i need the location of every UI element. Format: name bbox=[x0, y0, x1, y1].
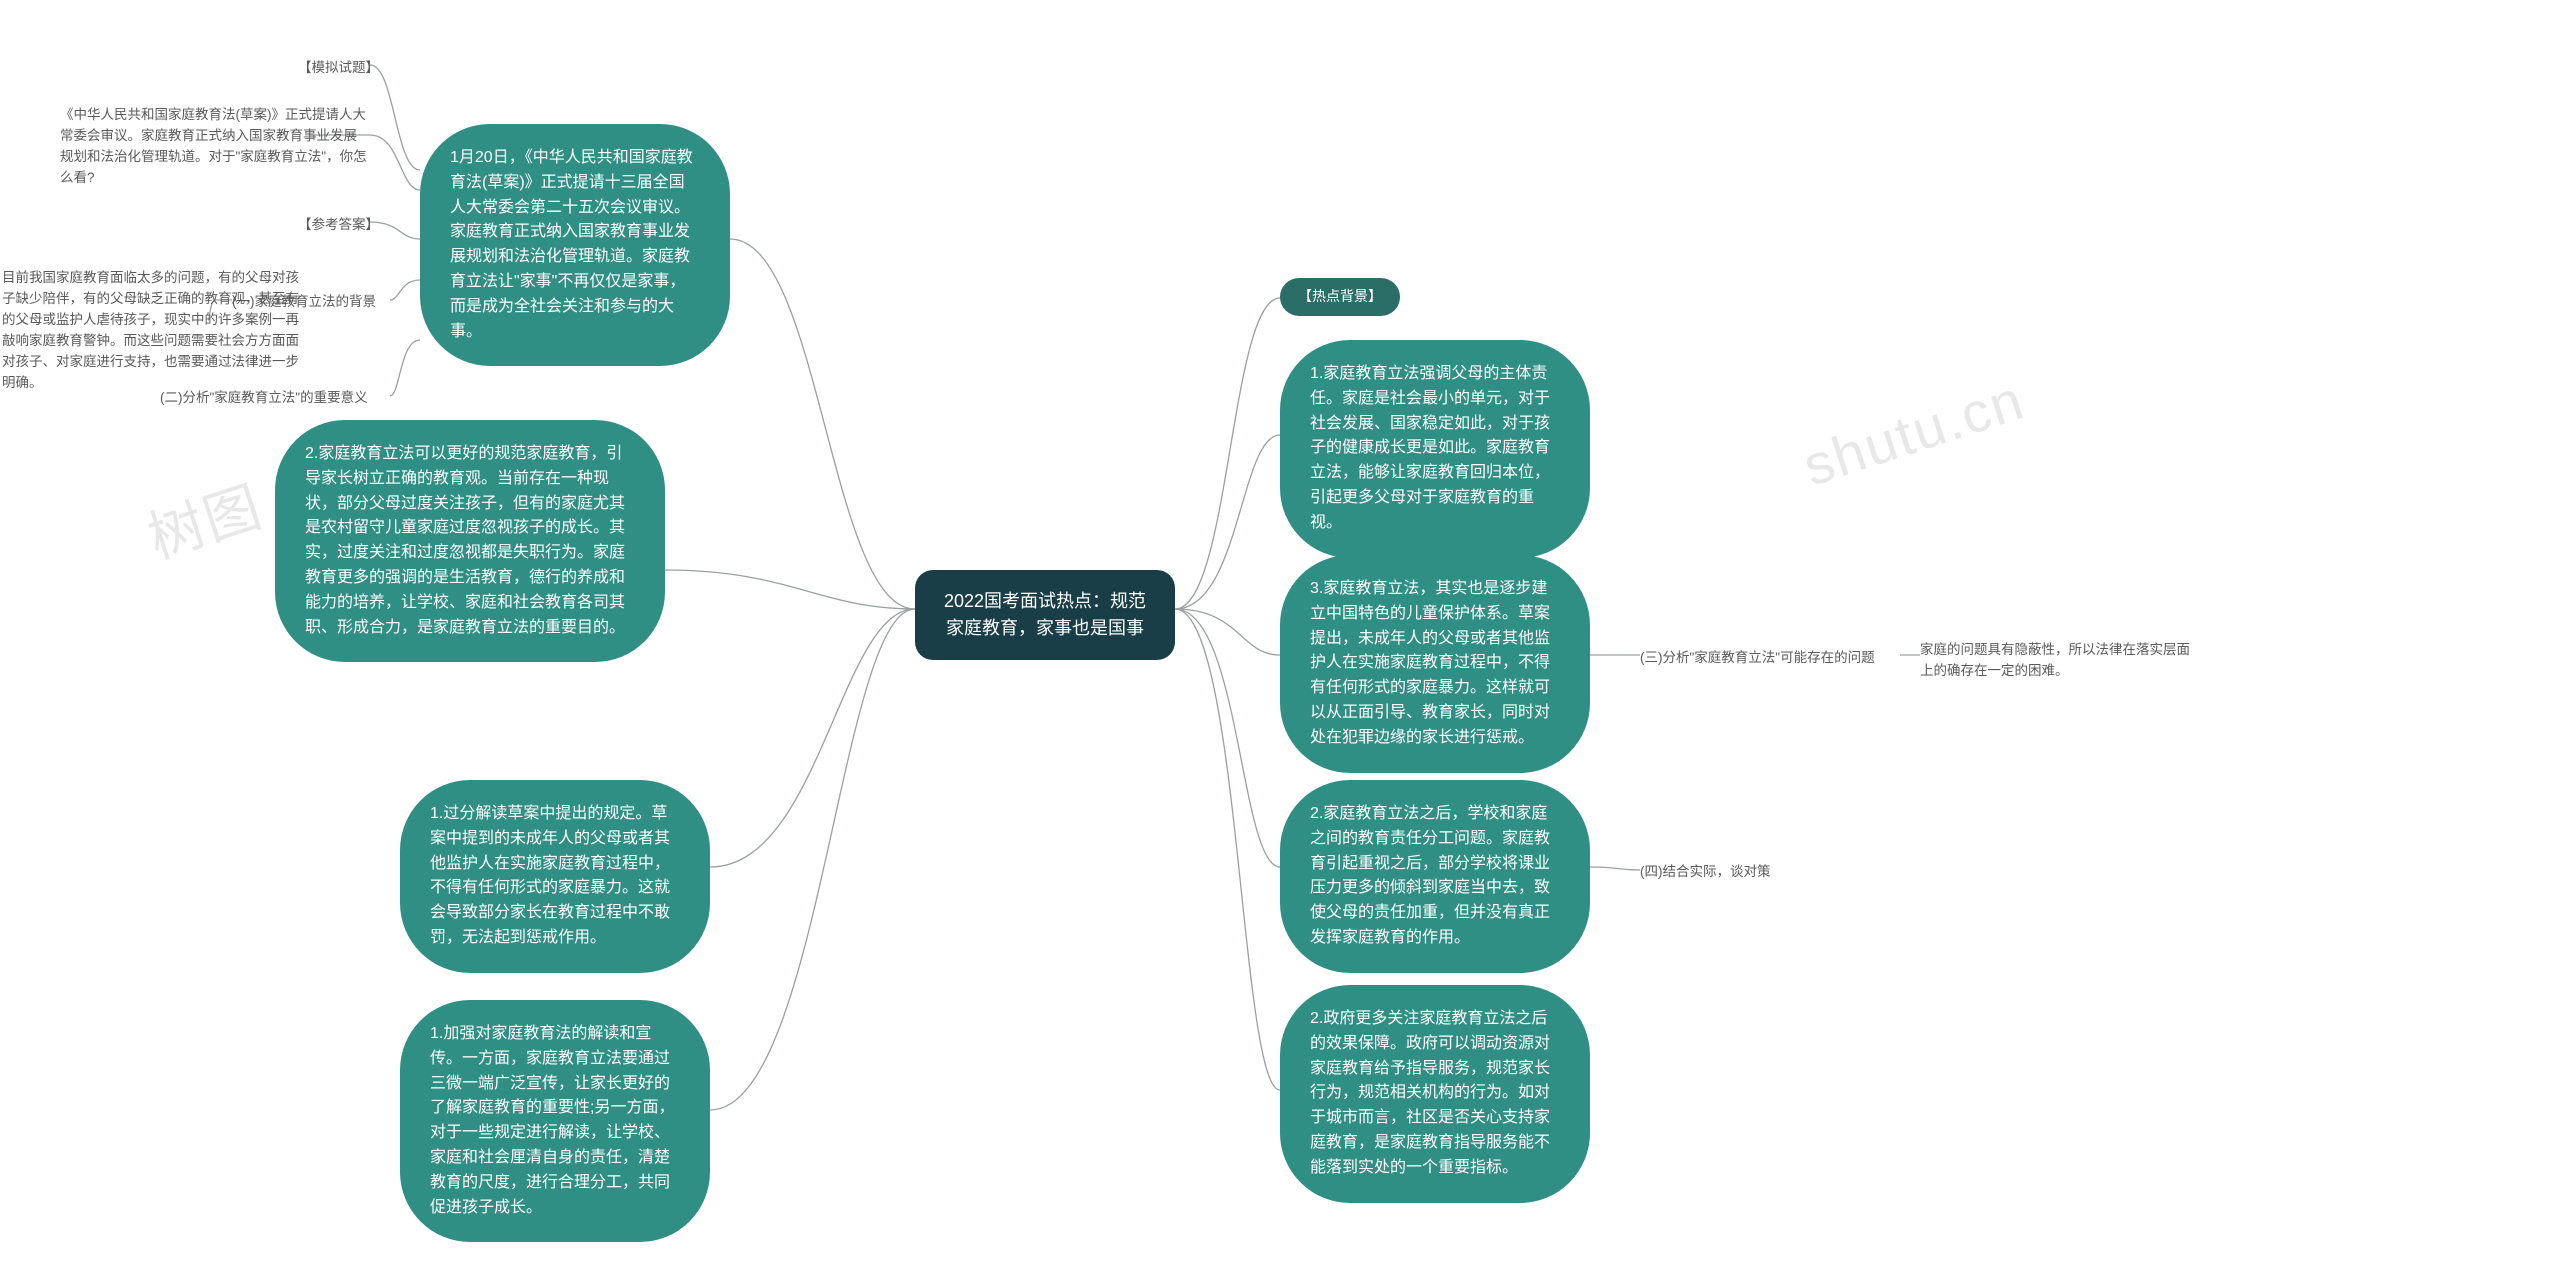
edge bbox=[370, 135, 420, 190]
edge bbox=[710, 609, 915, 1110]
edge bbox=[1590, 867, 1640, 870]
edge bbox=[1175, 435, 1280, 609]
right-node-4-text: 2.政府更多关注家庭教育立法之后的效果保障。政府可以调动资源对家庭教育给予指导服… bbox=[1310, 1007, 1560, 1181]
edge bbox=[710, 609, 915, 867]
rp1: (三)分析"家庭教育立法"可能存在的问题 bbox=[1640, 648, 1875, 669]
edge bbox=[665, 570, 915, 609]
edge bbox=[1175, 609, 1280, 867]
right-node-1-text: 1.家庭教育立法强调父母的主体责任。家庭是社会最小的单元，对于社会发展、国家稳定… bbox=[1310, 362, 1560, 536]
rp2: 家庭的问题具有隐蔽性，所以法律在落实层面上的确存在一定的困难。 bbox=[1920, 640, 2200, 682]
left-node-2-text: 2.家庭教育立法可以更好的规范家庭教育，引导家长树立正确的教育观。当前存在一种现… bbox=[305, 442, 635, 640]
right-node-3-text: 2.家庭教育立法之后，学校和家庭之间的教育责任分工问题。家庭教育引起重视之后，部… bbox=[1310, 802, 1560, 951]
right-node-4: 2.政府更多关注家庭教育立法之后的效果保障。政府可以调动资源对家庭教育给予指导服… bbox=[1280, 985, 1590, 1203]
lp2: 《中华人民共和国家庭教育法(草案)》正式提请人大常委会审议。家庭教育正式纳入国家… bbox=[60, 105, 370, 189]
lp3: 【参考答案】 bbox=[298, 215, 379, 236]
edge bbox=[370, 65, 420, 170]
edge bbox=[390, 280, 420, 300]
left-node-4: 1.加强对家庭教育法的解读和宣传。一方面，家庭教育立法要通过三微一端广泛宣传，让… bbox=[400, 1000, 710, 1242]
edge bbox=[390, 340, 420, 396]
left-node-2: 2.家庭教育立法可以更好的规范家庭教育，引导家长树立正确的教育观。当前存在一种现… bbox=[275, 420, 665, 662]
watermark-2: shutu.cn bbox=[1796, 366, 2033, 498]
edge bbox=[1175, 609, 1280, 1090]
right-node-1: 1.家庭教育立法强调父母的主体责任。家庭是社会最小的单元，对于社会发展、国家稳定… bbox=[1280, 340, 1590, 558]
edge bbox=[1175, 298, 1280, 609]
right-node-0: 【热点背景】 bbox=[1280, 278, 1400, 316]
lp5: 目前我国家庭教育面临太多的问题，有的父母对孩子缺少陪伴，有的父母缺乏正确的教育观… bbox=[2, 268, 307, 394]
edge bbox=[1175, 609, 1280, 655]
left-node-1: 1月20日，《中华人民共和国家庭教育法(草案)》正式提请十三届全国人大常委会第二… bbox=[420, 124, 730, 366]
lp6: (二)分析"家庭教育立法"的重要意义 bbox=[160, 388, 368, 409]
left-node-4-text: 1.加强对家庭教育法的解读和宣传。一方面，家庭教育立法要通过三微一端广泛宣传，让… bbox=[430, 1022, 680, 1220]
left-node-3: 1.过分解读草案中提出的规定。草案中提到的未成年人的父母或者其他监护人在实施家庭… bbox=[400, 780, 710, 973]
left-node-1-text: 1月20日，《中华人民共和国家庭教育法(草案)》正式提请十三届全国人大常委会第二… bbox=[450, 146, 700, 344]
right-node-0-text: 【热点背景】 bbox=[1298, 286, 1382, 308]
right-node-2: 3.家庭教育立法，其实也是逐步建立中国特色的儿童保护体系。草案提出，未成年人的父… bbox=[1280, 555, 1590, 773]
center-text: 2022国考面试热点：规范家庭教育，家事也是国事 bbox=[944, 588, 1146, 642]
rp3: (四)结合实际，谈对策 bbox=[1640, 862, 1771, 883]
edge bbox=[730, 239, 915, 609]
left-node-3-text: 1.过分解读草案中提出的规定。草案中提到的未成年人的父母或者其他监护人在实施家庭… bbox=[430, 802, 680, 951]
center-node: 2022国考面试热点：规范家庭教育，家事也是国事 bbox=[915, 570, 1175, 660]
lp1: 【模拟试题】 bbox=[298, 58, 379, 79]
right-node-2-text: 3.家庭教育立法，其实也是逐步建立中国特色的儿童保护体系。草案提出，未成年人的父… bbox=[1310, 577, 1560, 751]
right-node-3: 2.家庭教育立法之后，学校和家庭之间的教育责任分工问题。家庭教育引起重视之后，部… bbox=[1280, 780, 1590, 973]
